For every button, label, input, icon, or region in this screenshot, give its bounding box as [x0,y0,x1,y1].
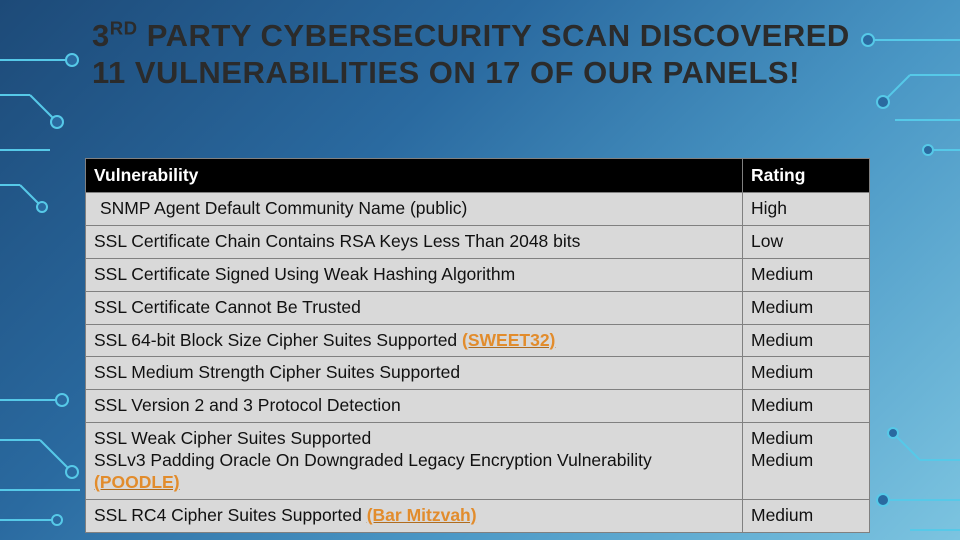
table-row: SSL RC4 Cipher Suites Supported (Bar Mit… [86,499,870,532]
table-row: SSL 64-bit Block Size Cipher Suites Supp… [86,324,870,357]
vulnerability-table: Vulnerability Rating SNMP Agent Default … [85,158,870,533]
table-row: SSL Certificate Signed Using Weak Hashin… [86,258,870,291]
table-row: SNMP Agent Default Community Name (publi… [86,193,870,226]
cell-vulnerability: SSL Certificate Chain Contains RSA Keys … [86,225,743,258]
cell-vulnerability: SSL 64-bit Block Size Cipher Suites Supp… [86,324,743,357]
cell-vulnerability: SSL Medium Strength Cipher Suites Suppor… [86,357,743,390]
cell-rating: Medium [743,499,870,532]
cell-vulnerability: SNMP Agent Default Community Name (publi… [86,193,743,226]
slide-title: 3RD PARTY CYBERSECURITY SCAN DISCOVERED … [92,18,892,91]
cell-rating: MediumMedium [743,423,870,500]
slide-root: 3RD PARTY CYBERSECURITY SCAN DISCOVERED … [0,0,960,540]
cell-vulnerability: SSL Weak Cipher Suites SupportedSSLv3 Pa… [86,423,743,500]
cell-rating: Low [743,225,870,258]
table-header-row: Vulnerability Rating [86,159,870,193]
cell-rating: Medium [743,291,870,324]
cell-vulnerability: SSL Certificate Signed Using Weak Hashin… [86,258,743,291]
vulnerability-table-wrap: Vulnerability Rating SNMP Agent Default … [85,158,870,533]
cell-rating: Medium [743,258,870,291]
table-row: SSL Medium Strength Cipher Suites Suppor… [86,357,870,390]
table-row: SSL Certificate Chain Contains RSA Keys … [86,225,870,258]
cell-rating: Medium [743,390,870,423]
cell-rating: High [743,193,870,226]
table-row: SSL Version 2 and 3 Protocol DetectionMe… [86,390,870,423]
cell-vulnerability: SSL RC4 Cipher Suites Supported (Bar Mit… [86,499,743,532]
table-body: SNMP Agent Default Community Name (publi… [86,193,870,533]
table-row: SSL Certificate Cannot Be TrustedMedium [86,291,870,324]
col-rating: Rating [743,159,870,193]
cell-rating: Medium [743,357,870,390]
table-row: SSL Weak Cipher Suites SupportedSSLv3 Pa… [86,423,870,500]
cell-rating: Medium [743,324,870,357]
cell-vulnerability: SSL Certificate Cannot Be Trusted [86,291,743,324]
cell-vulnerability: SSL Version 2 and 3 Protocol Detection [86,390,743,423]
col-vulnerability: Vulnerability [86,159,743,193]
